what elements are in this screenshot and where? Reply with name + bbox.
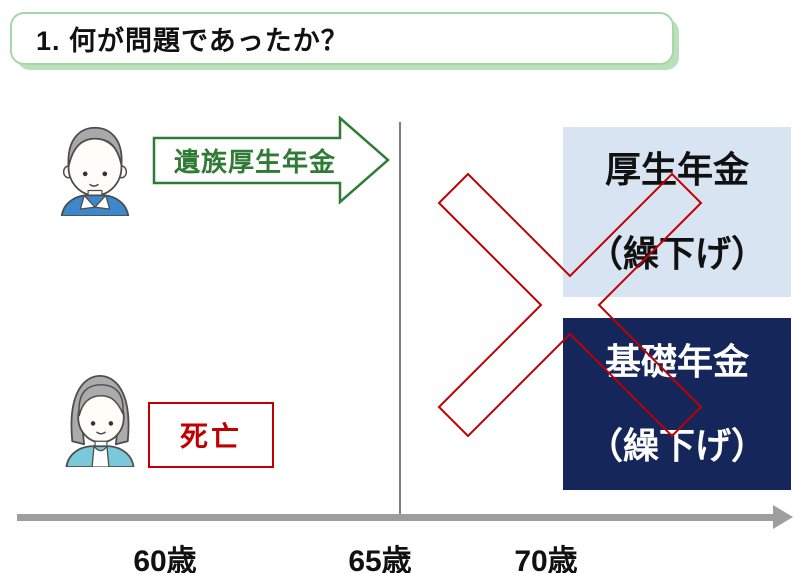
survivor-pension-arrow: 遺族厚生年金 — [152, 112, 392, 208]
kosei-nenkin-line1: 厚生年金 — [604, 149, 749, 190]
age-label-60: 60歳 — [133, 545, 197, 573]
title-box: 1. 何が問題であったか？ — [10, 12, 674, 65]
death-box: 死亡 — [148, 402, 274, 468]
age-label-65: 65歳 — [348, 545, 412, 573]
kosei-nenkin-box: 厚生年金 （繰下げ） — [563, 127, 791, 297]
elderly-man-illustration — [60, 126, 130, 217]
elderly-woman-illustration — [65, 375, 135, 468]
elderly-woman-icon — [56, 366, 144, 468]
age-65-vertical-line — [399, 122, 401, 515]
death-box-label: 死亡 — [179, 421, 242, 452]
page-title: 1. 何が問題であったか？ — [36, 26, 349, 56]
timeline-axis — [17, 514, 773, 521]
survivor-pension-arrow-label: 遺族厚生年金 — [173, 147, 336, 177]
kosei-nenkin-line2: （繰下げ） — [586, 233, 767, 274]
timeline-arrowhead-icon — [773, 505, 793, 529]
green-right-arrow-icon — [152, 115, 390, 205]
kiso-nenkin-line1: 基礎年金 — [604, 341, 749, 382]
elderly-man-icon — [47, 118, 143, 217]
red-cross-mark-icon — [437, 172, 703, 438]
kiso-nenkin-box: 基礎年金 （繰下げ） — [563, 318, 791, 490]
age-label-70: 70歳 — [514, 545, 578, 573]
